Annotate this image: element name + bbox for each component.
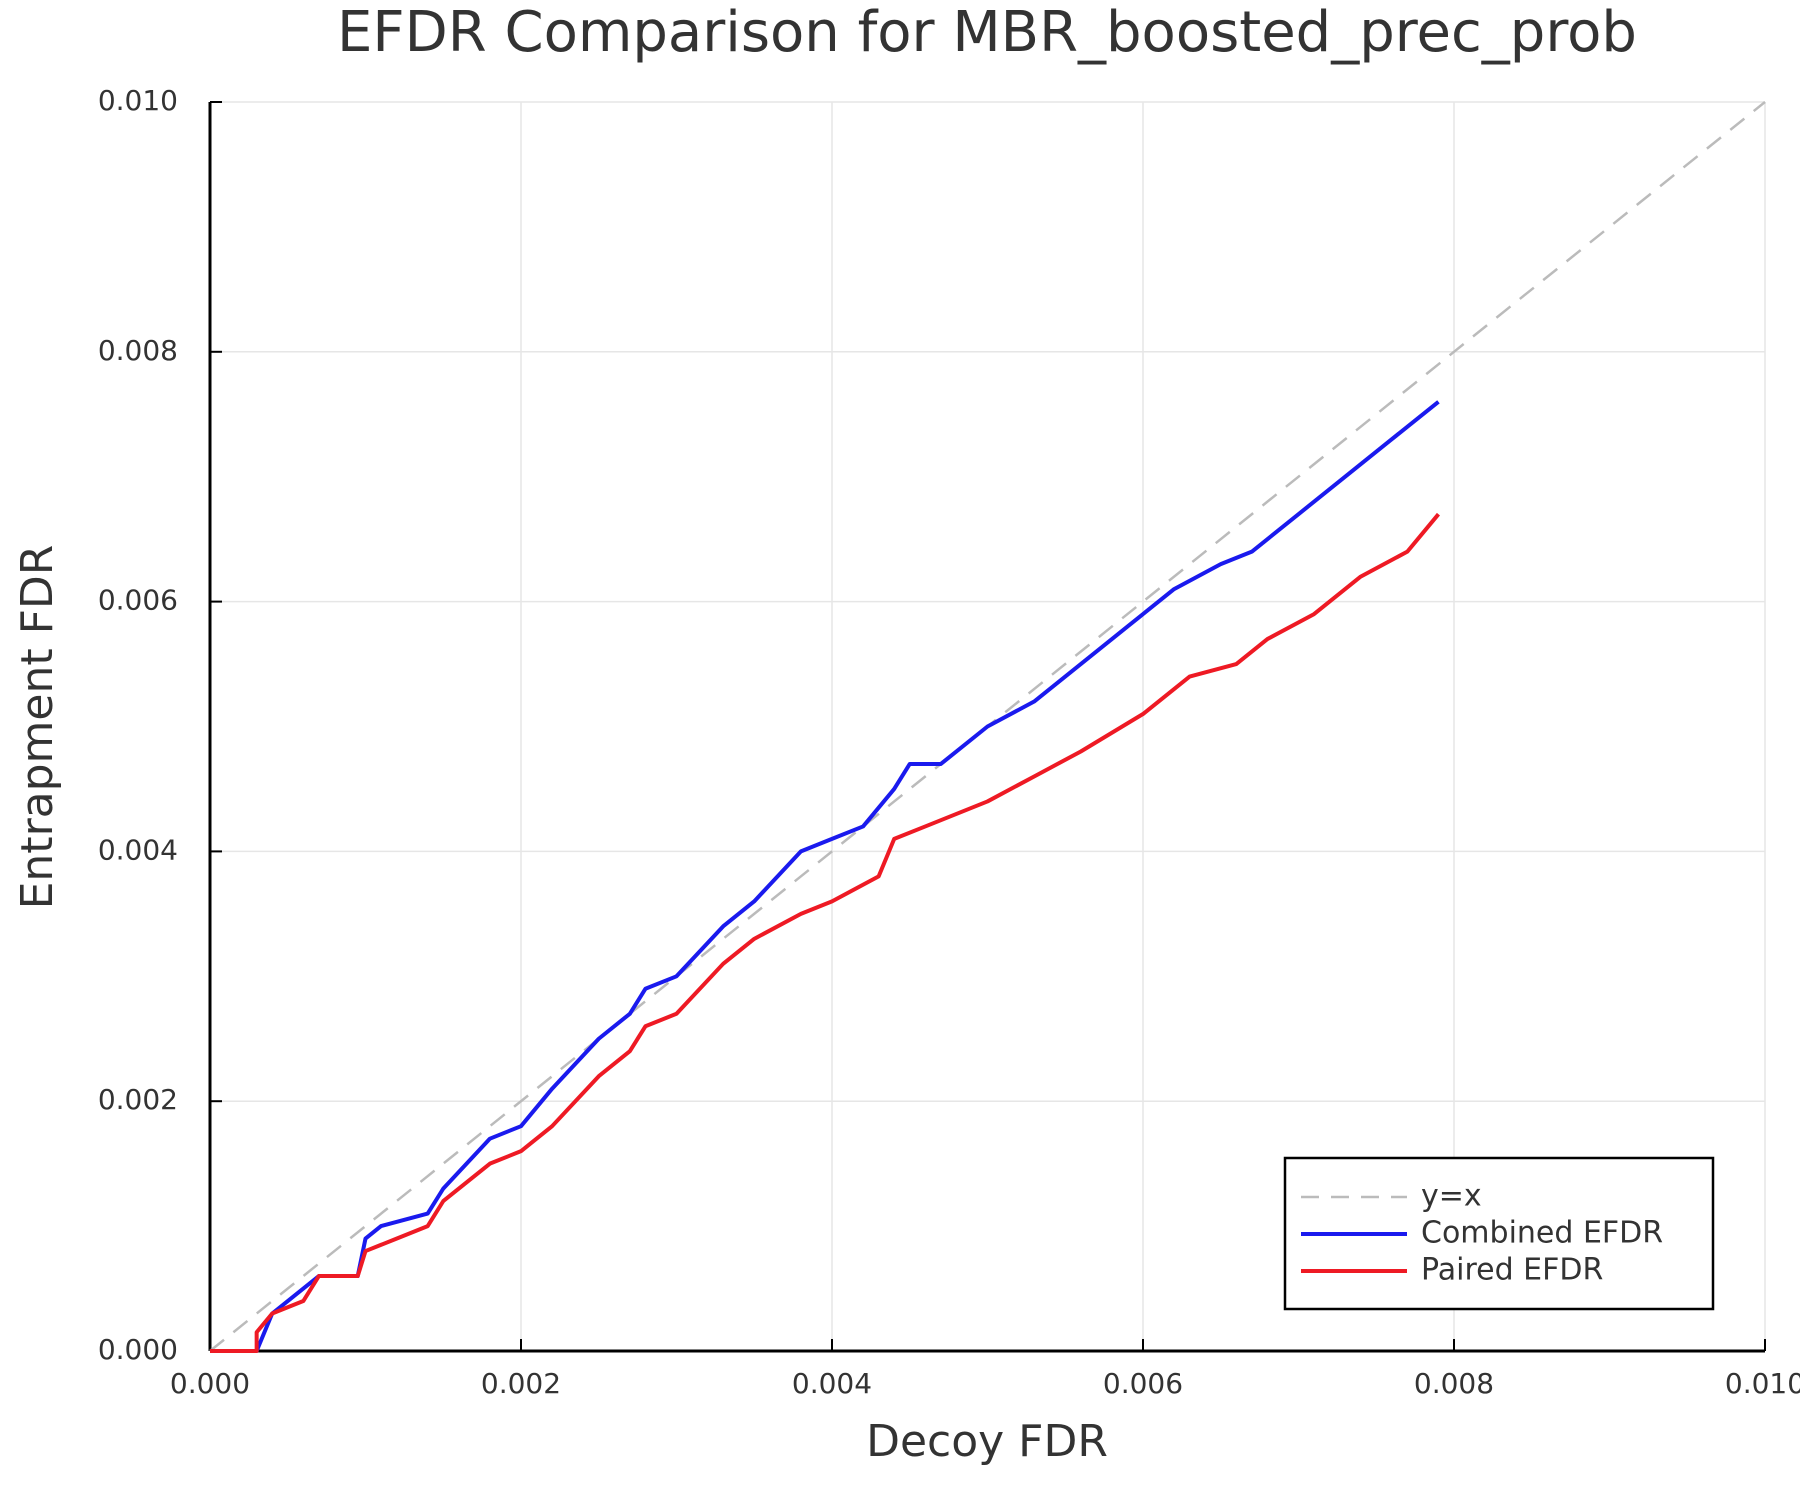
y-tick-label: 0.000: [98, 1333, 178, 1366]
y-axis-label: Entrapment FDR: [12, 545, 63, 910]
x-tick-label: 0.002: [481, 1367, 561, 1400]
y-tick-label: 0.004: [98, 833, 178, 866]
y-tick-label: 0.010: [98, 84, 178, 117]
x-tick-label: 0.000: [170, 1367, 250, 1400]
legend-label: Paired EFDR: [1421, 1253, 1603, 1288]
series-line: [210, 512, 1440, 1353]
y-tick-label: 0.002: [98, 1083, 178, 1116]
x-tick-label: 0.008: [1414, 1367, 1494, 1400]
x-tick-label: 0.010: [1725, 1367, 1800, 1400]
x-tick-label: 0.006: [1103, 1367, 1183, 1400]
y-tick-label: 0.008: [98, 334, 178, 367]
x-tick-label: 0.004: [792, 1367, 872, 1400]
series-line: [210, 400, 1440, 1353]
x-axis-label: Decoy FDR: [866, 1416, 1108, 1467]
legend-label: y=x: [1421, 1179, 1482, 1214]
y-tick-label: 0.006: [98, 584, 178, 617]
legend-label: Combined EFDR: [1421, 1216, 1663, 1251]
chart-title: EFDR Comparison for MBR_boosted_prec_pro…: [337, 0, 1637, 65]
